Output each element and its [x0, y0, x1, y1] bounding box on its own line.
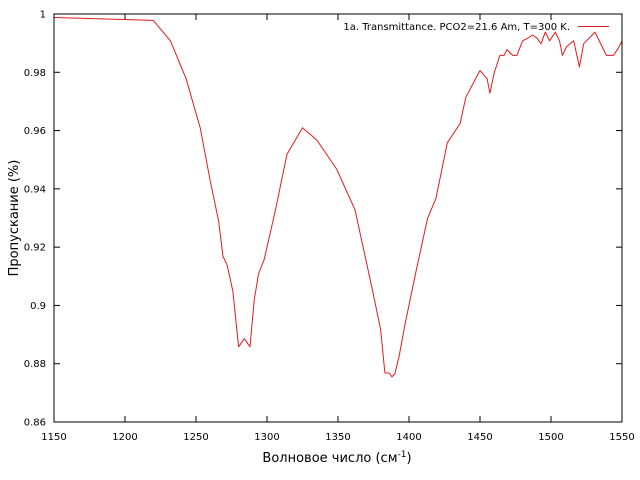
y-tick-label: 0.92	[24, 243, 46, 254]
x-tick-label: 1350	[325, 432, 350, 443]
x-tick-label: 1200	[112, 432, 137, 443]
series-line-transmittance	[53, 17, 623, 378]
x-tick-label: 1500	[538, 432, 563, 443]
legend: 1a. Transmittance. PCO2=21.6 Am, T=300 K…	[343, 22, 609, 33]
x-tick-label: 1550	[609, 432, 634, 443]
x-tick-label: 1250	[183, 432, 208, 443]
y-tick-label: 1	[40, 10, 46, 21]
y-axis-title: Пропускание (%)	[7, 160, 22, 277]
x-tick-label: 1400	[396, 432, 421, 443]
x-axis-title-main: Волновое число (см	[262, 451, 397, 466]
tick-labels-layer: 1150 1200 1250 1300 1350 1400 1450 1500 1550 0.86…	[24, 10, 635, 444]
series-layer	[53, 17, 623, 378]
x-axis-title-close: )	[406, 451, 411, 466]
legend-entry-label: 1a. Transmittance. PCO2=21.6 Am, T=300 K…	[343, 22, 570, 33]
x-axis-title: Волновое число (см-1)	[262, 450, 411, 466]
x-tick-label: 1300	[254, 432, 279, 443]
y-tick-label: 0.9	[30, 301, 46, 312]
x-tick-label: 1450	[467, 432, 492, 443]
y-tick-label: 0.94	[24, 184, 46, 195]
y-tick-label: 0.86	[24, 418, 46, 429]
plot-frame	[53, 13, 623, 423]
y-tick-label: 0.98	[24, 68, 46, 79]
y-tick-label: 0.96	[24, 126, 46, 137]
x-axis-title-superscript: -1	[398, 450, 407, 460]
x-tick-label: 1150	[41, 432, 66, 443]
y-tick-label: 0.88	[24, 359, 46, 370]
